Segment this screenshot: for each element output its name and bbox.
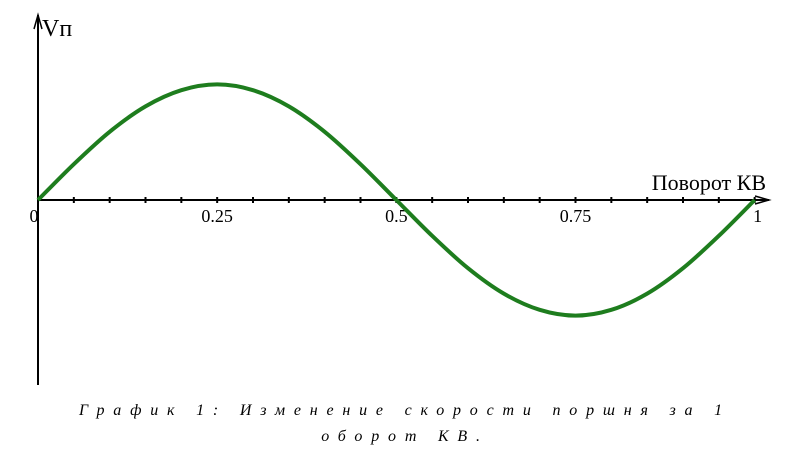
y-axis-arrow [33,12,43,30]
caption: График 1: Изменение скорости поршня за 1… [79,402,731,445]
x-tick-label: 0 [30,206,39,226]
x-tick-label: 1 [753,206,762,226]
x-axis-arrow [754,195,772,205]
x-tick-label: 0.75 [560,206,592,226]
x-tick-label: 0.25 [201,206,233,226]
x-axis-label: Поворот КВ [652,170,766,195]
series-line [36,82,757,318]
x-tick-label: 0.5 [385,206,408,226]
chart: Vп Поворот КВ 0 0.25 0.5 0.75 1 [30,12,772,385]
y-axis-label: Vп [42,16,72,42]
